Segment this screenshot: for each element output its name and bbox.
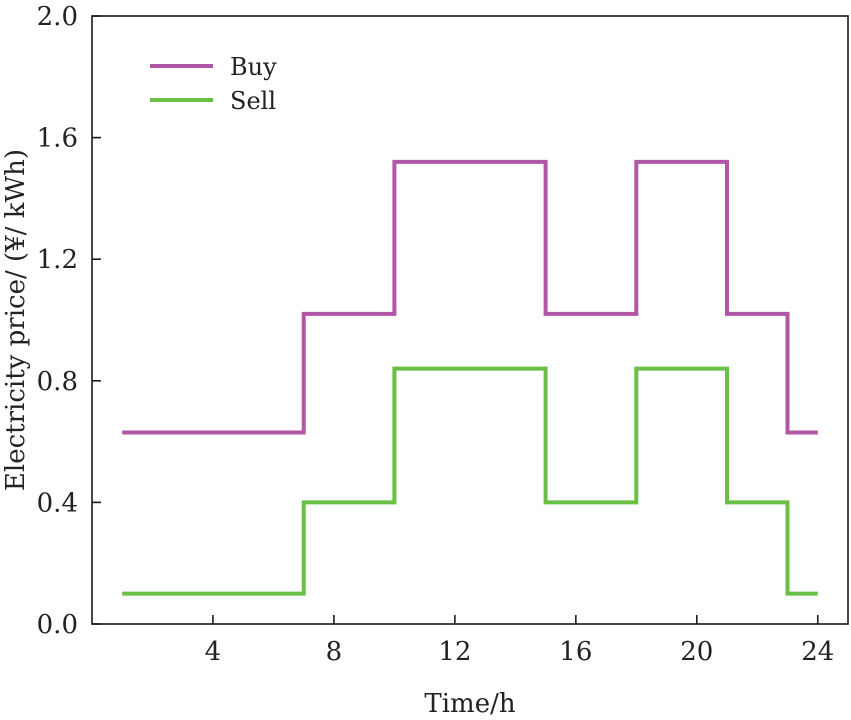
x-tick-label: 8 — [326, 637, 343, 667]
series-line-sell — [122, 366, 818, 596]
x-axis-title: Time/h — [424, 689, 515, 719]
series-layer — [122, 159, 818, 596]
x-tick-label: 16 — [559, 637, 592, 667]
y-tick-label: 0.4 — [37, 488, 78, 518]
legend-label-sell: Sell — [230, 87, 276, 115]
x-axis-ticks: 4 8 12 16 20 24 — [205, 615, 834, 667]
plot-frame — [91, 15, 849, 625]
x-tick-label: 24 — [801, 637, 834, 667]
series-line-buy — [122, 159, 818, 435]
legend-label-buy: Buy — [230, 53, 277, 81]
y-tick-label: 0.8 — [37, 367, 78, 397]
x-tick-label: 4 — [205, 637, 222, 667]
y-axis-ticks: 0.0 0.4 0.8 1.2 1.6 2.0 — [37, 2, 101, 640]
y-tick-label: 1.6 — [37, 124, 78, 154]
legend: Buy Sell — [150, 53, 277, 115]
y-tick-label: 0.0 — [37, 610, 78, 640]
plot-border — [91, 15, 849, 625]
y-axis-title: Electricity price/ (¥/ kWh) — [1, 149, 31, 491]
y-tick-label: 1.2 — [37, 245, 78, 275]
x-tick-label: 12 — [438, 637, 471, 667]
x-tick-label: 20 — [680, 637, 713, 667]
y-tick-label: 2.0 — [37, 2, 78, 32]
